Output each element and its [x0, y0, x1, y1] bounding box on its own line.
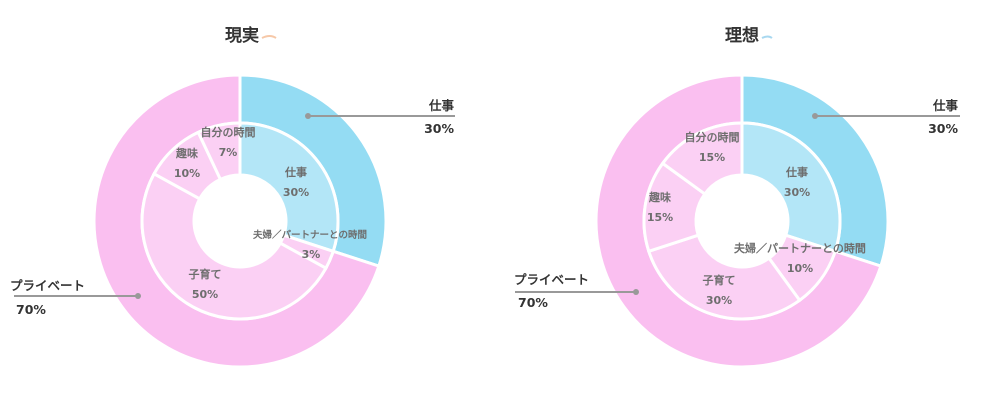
- inner-label-selftime-reality: 自分の時間: [201, 125, 256, 139]
- outer-value-private-ideal: 70%: [518, 295, 548, 310]
- inner-ring-ideal: [642, 121, 842, 321]
- outer-ring-ideal: [594, 73, 890, 369]
- inner-label-selftime-ideal: 自分の時間: [685, 130, 740, 144]
- leader-dot-private-ideal: [633, 289, 639, 295]
- inner-slice-selftime-reality: [196, 121, 242, 182]
- title-accent-decoration: [761, 35, 773, 39]
- inner-label-hobby-ideal: 趣味: [648, 190, 671, 204]
- inner-value-parenting-reality: 50%: [192, 288, 218, 301]
- inner-value-work-ideal: 30%: [784, 186, 810, 199]
- outer-ring-reality: [92, 73, 388, 369]
- inner-label-partner-reality: 夫婦／パートナーとの時間: [252, 229, 367, 241]
- outer-value-work-ideal: 30%: [928, 121, 958, 136]
- outer-value-private-reality: 70%: [16, 302, 46, 317]
- inner-ring-reality: [140, 121, 340, 321]
- chart-title-ideal: 理想: [725, 25, 759, 46]
- inner-label-parenting-reality: 子育て: [189, 267, 222, 281]
- outer-value-work-reality: 30%: [424, 121, 454, 136]
- inner-label-partner-ideal: 夫婦／パートナーとの時間: [734, 241, 866, 255]
- inner-label-work-reality: 仕事: [284, 165, 307, 179]
- inner-value-selftime-ideal: 15%: [699, 151, 725, 164]
- leader-dot-private-reality: [135, 293, 141, 299]
- inner-slice-selftime-ideal: [660, 121, 744, 197]
- inner-value-hobby-reality: 10%: [174, 167, 200, 180]
- title-accent-decoration: [261, 35, 277, 39]
- leader-dot-work-reality: [305, 113, 311, 119]
- inner-slice-work-reality: [238, 121, 340, 254]
- inner-slice-parenting-ideal: [646, 233, 802, 321]
- inner-value-hobby-ideal: 15%: [647, 211, 673, 224]
- inner-slice-work-ideal: [740, 121, 842, 254]
- inner-label-work-ideal: 仕事: [785, 165, 808, 179]
- inner-value-work-reality: 30%: [283, 186, 309, 199]
- chart-reality: 現実 仕事 30% プライベート 70% 仕事 30% 夫婦／パートナーとの時間…: [10, 25, 455, 369]
- inner-value-parenting-ideal: 30%: [706, 294, 732, 307]
- outer-label-work-ideal: 仕事: [932, 98, 959, 113]
- inner-value-partner-reality: 3%: [302, 248, 321, 261]
- outer-label-private-reality: プライベート: [10, 278, 85, 293]
- inner-label-parenting-ideal: 子育て: [703, 273, 736, 287]
- inner-value-selftime-reality: 7%: [219, 146, 238, 159]
- inner-label-hobby-reality: 趣味: [175, 146, 198, 160]
- inner-value-partner-ideal: 10%: [787, 262, 813, 275]
- chart-ideal: 理想 仕事 30% プライベート 70% 仕事 30% 夫婦／パートナーとの時間…: [514, 25, 960, 369]
- leader-dot-work-ideal: [812, 113, 818, 119]
- inner-slice-parenting-reality: [140, 171, 328, 321]
- chart-title-reality: 現実: [225, 25, 259, 46]
- outer-label-work-reality: 仕事: [428, 98, 455, 113]
- outer-label-private-ideal: プライベート: [514, 272, 589, 287]
